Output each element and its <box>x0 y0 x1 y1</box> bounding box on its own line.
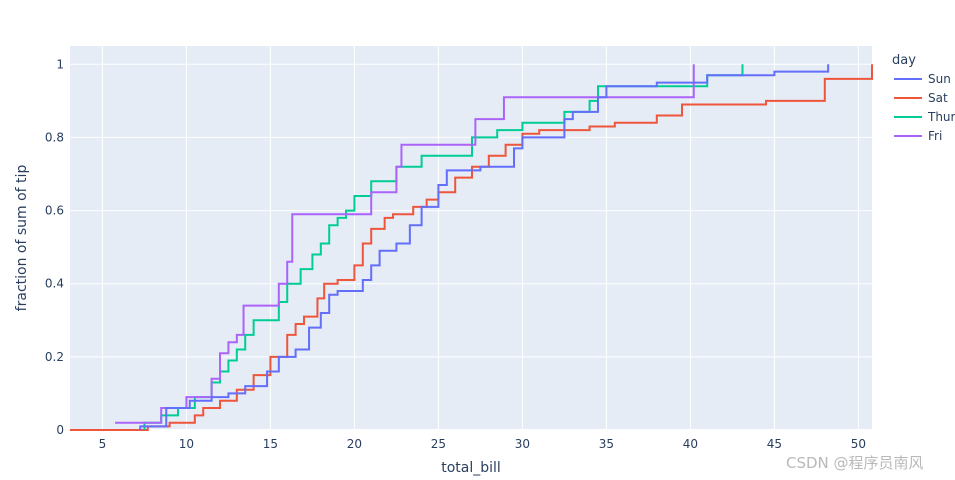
series-line-fri[interactable] <box>115 64 695 424</box>
x-tick-label: 40 <box>683 437 698 451</box>
legend-item-thur[interactable]: Thur <box>894 110 955 124</box>
x-tick-label: 45 <box>767 437 782 451</box>
y-tick-label: 1 <box>56 57 64 71</box>
x-tick-label: 10 <box>179 437 194 451</box>
x-axis-title: total_bill <box>441 460 501 476</box>
legend-label: Thur <box>927 110 955 124</box>
legend-item-sun[interactable]: Sun <box>894 72 951 86</box>
plot-background <box>70 46 872 430</box>
watermark: CSDN @程序员南风 <box>786 454 924 472</box>
x-tick-label: 50 <box>851 437 866 451</box>
legend-item-fri[interactable]: Fri <box>894 129 942 143</box>
x-tick-labels: 5 10 15 20 25 30 35 40 45 50 <box>99 437 866 451</box>
x-tick-label: 20 <box>347 437 362 451</box>
legend[interactable]: day Sun Sat Thur Fri <box>892 53 955 143</box>
legend-label: Fri <box>928 129 942 143</box>
y-tick-label: 0.8 <box>45 130 64 144</box>
legend-item-sat[interactable]: Sat <box>894 91 948 105</box>
series-line-sun[interactable] <box>139 64 830 430</box>
y-tick-label: 0.6 <box>45 204 64 218</box>
y-tick-label: 0 <box>56 423 64 437</box>
x-tick-label: 5 <box>99 437 107 451</box>
x-tick-label: 35 <box>599 437 614 451</box>
y-tick-label: 0.2 <box>45 350 64 364</box>
gridlines <box>70 46 872 431</box>
x-tick-label: 30 <box>515 437 530 451</box>
legend-label: Sun <box>928 72 951 86</box>
x-tick-label: 15 <box>263 437 278 451</box>
series-lines <box>70 64 873 431</box>
y-tick-labels: 0 0.2 0.4 0.6 0.8 1 <box>45 57 64 437</box>
legend-label: Sat <box>928 91 948 105</box>
x-tick-label: 25 <box>431 437 446 451</box>
legend-title: day <box>892 53 916 68</box>
y-tick-label: 0.4 <box>45 277 64 291</box>
series-line-thur[interactable] <box>143 64 744 430</box>
y-axis-title: fraction of sum of tip <box>14 165 30 312</box>
